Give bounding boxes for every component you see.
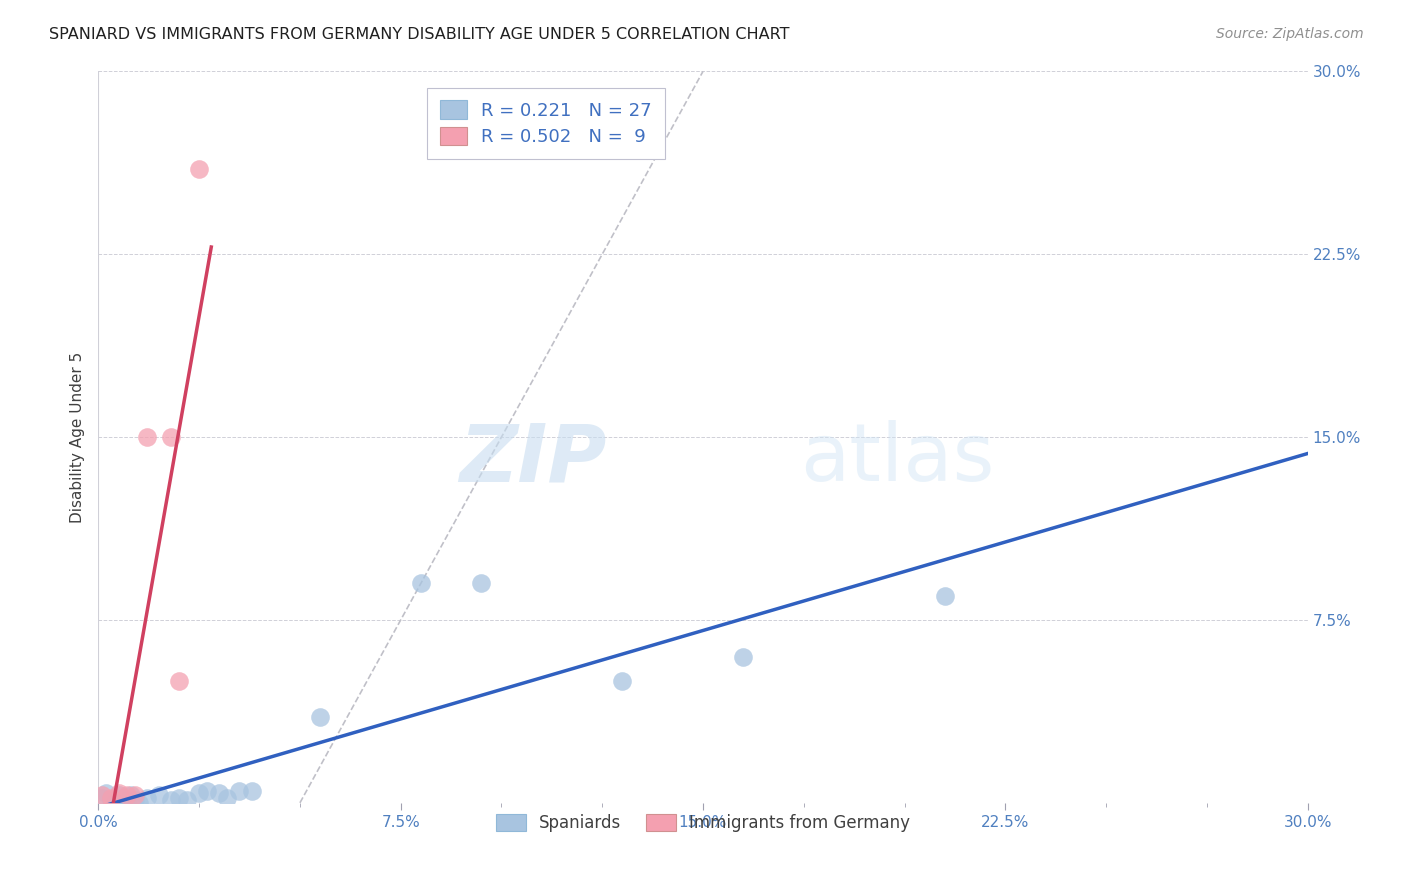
- Point: [188, 786, 211, 800]
- Text: ZIP: ZIP: [458, 420, 606, 498]
- Point: [470, 576, 492, 591]
- Point: [217, 791, 239, 805]
- Point: [188, 161, 211, 176]
- Text: atlas: atlas: [800, 420, 994, 498]
- Point: [91, 789, 114, 803]
- Point: [148, 789, 170, 803]
- Point: [96, 786, 118, 800]
- Text: SPANIARD VS IMMIGRANTS FROM GERMANY DISABILITY AGE UNDER 5 CORRELATION CHART: SPANIARD VS IMMIGRANTS FROM GERMANY DISA…: [49, 27, 790, 42]
- Point: [733, 649, 755, 664]
- Point: [100, 791, 122, 805]
- Point: [111, 791, 134, 805]
- Point: [240, 783, 263, 797]
- Point: [124, 789, 146, 803]
- Y-axis label: Disability Age Under 5: Disability Age Under 5: [69, 351, 84, 523]
- Point: [135, 791, 157, 805]
- Point: [309, 710, 332, 724]
- Point: [612, 673, 634, 688]
- Point: [115, 793, 138, 807]
- Point: [934, 589, 956, 603]
- Point: [167, 791, 190, 805]
- Point: [91, 791, 114, 805]
- Point: [135, 430, 157, 444]
- Point: [100, 793, 122, 807]
- Point: [124, 793, 146, 807]
- Point: [128, 796, 150, 810]
- Point: [107, 786, 129, 800]
- Point: [208, 786, 231, 800]
- Point: [160, 793, 183, 807]
- Legend: Spaniards, Immigrants from Germany: Spaniards, Immigrants from Germany: [489, 807, 917, 838]
- Point: [160, 430, 183, 444]
- Point: [195, 783, 218, 797]
- Point: [228, 783, 250, 797]
- Point: [115, 789, 138, 803]
- Point: [107, 789, 129, 803]
- Text: Source: ZipAtlas.com: Source: ZipAtlas.com: [1216, 27, 1364, 41]
- Point: [176, 793, 198, 807]
- Point: [120, 789, 142, 803]
- Point: [167, 673, 190, 688]
- Point: [409, 576, 432, 591]
- Point: [103, 796, 125, 810]
